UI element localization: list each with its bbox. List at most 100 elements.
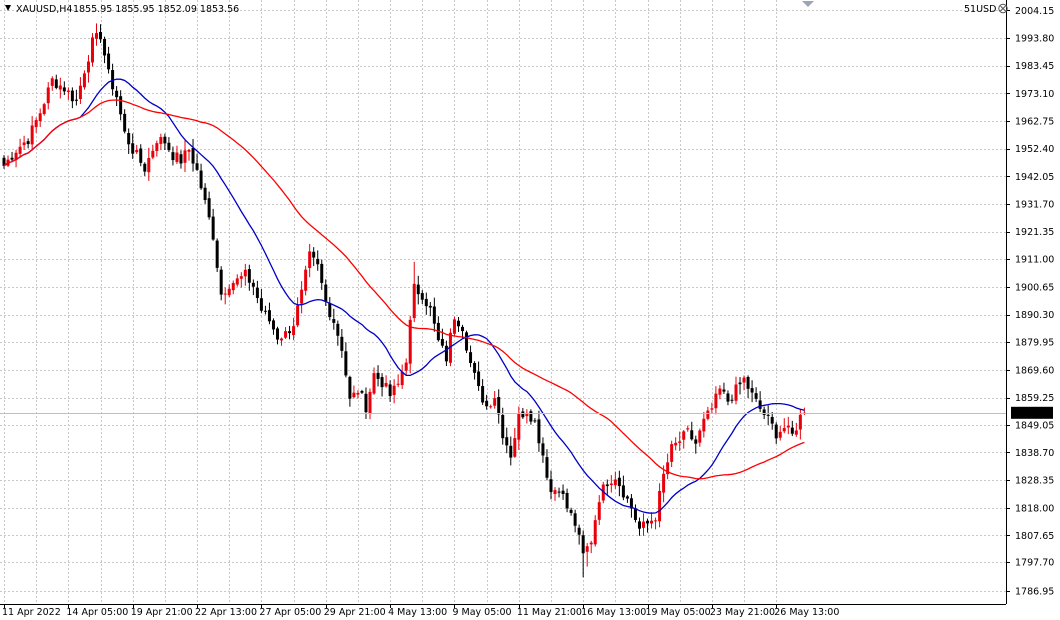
candle-body [14,152,18,161]
candle-body [392,385,396,396]
price-axis-label: 1931.70 [1015,199,1054,210]
candle-body [686,428,690,430]
candle-body [658,490,662,522]
candle-body [99,31,103,40]
candle-body [62,87,66,92]
price-axis-label: 1818.00 [1015,503,1054,514]
candle-body [493,398,497,406]
candle-body [501,414,505,439]
candle-body [766,414,770,416]
candle-body [54,79,58,88]
symbol-dropdown-icon[interactable] [5,5,11,11]
time-axis-label: 19 May 05:00 [646,607,711,618]
candle-body [10,157,14,160]
candle-body [666,462,670,475]
candle-body [203,187,207,201]
candle-body [376,372,380,379]
candle-body [332,319,336,323]
price-axis-label: 1962.75 [1015,116,1054,127]
time-axis-label: 9 May 05:00 [452,607,511,618]
candle-body [82,73,86,88]
candle-body [324,284,328,302]
candle-body [66,90,70,93]
price-axis-label: 1921.35 [1015,227,1054,238]
price-axis-label: 1797.70 [1015,558,1054,569]
candle-body [726,393,730,402]
candle-body [115,90,119,98]
candle-body [400,371,404,386]
chart-header: XAUUSD,H4 1855.95 1855.95 1852.09 1853.5… [5,4,239,15]
candle-body [396,383,400,385]
candle-body [497,397,501,415]
candle-body [698,430,702,443]
candle-body [678,441,682,443]
price-axis-label: 1993.80 [1015,33,1054,44]
candle-body [565,492,569,509]
candle-body [372,373,376,394]
candle-body [489,406,493,408]
candle-body [127,132,131,145]
time-axis-label: 26 May 13:00 [774,607,839,618]
candle-body [123,113,127,132]
candle-body [452,319,456,334]
candle-body [509,445,513,458]
time-axis: 11 Apr 2022 14 Apr 05:00 19 Apr 21:00 22 Ap… [2,604,839,618]
candle-body [505,437,509,446]
candle-body [384,382,388,387]
candle-body [573,513,577,526]
candle-body [694,439,698,444]
price-axis-label: 1900.65 [1015,282,1054,293]
candle-body [690,430,694,440]
candle-body [284,331,288,338]
time-axis-label: 27 Apr 05:00 [259,607,321,618]
candle-body [348,376,352,399]
moving-average-line [3,78,805,514]
candle-body [304,269,308,291]
candle-body [589,542,593,545]
time-axis-label: 29 Apr 21:00 [324,607,386,618]
candle-body [58,85,62,90]
candle-body [74,99,78,101]
candle-body [424,298,428,307]
candle-body [654,520,658,522]
candle-body [328,302,332,318]
time-axis-label: 14 Apr 05:00 [66,607,128,618]
watermark: 51USD [964,3,1008,15]
candle-body [119,96,123,115]
candle-body [42,104,46,114]
candle-body [312,251,316,258]
chart-shift-marker-icon[interactable] [802,1,814,7]
price-axis-label: 1942.05 [1015,172,1054,183]
candle-body [549,479,553,493]
candle-body [734,384,738,401]
candle-body [569,509,573,513]
candle-body [774,424,778,439]
price-tag: 1853.56 [1011,406,1053,419]
candle-body [247,269,251,283]
candle-body [275,328,279,340]
candle-body [259,298,263,311]
candle-body [179,154,183,164]
candle-body [537,419,541,444]
candle-body [280,338,284,341]
price-axis-label: 1879.95 [1015,338,1054,349]
candle-body [581,535,585,554]
candle-body [22,142,26,146]
candle-body [545,457,549,478]
price-axis-label: 1983.45 [1015,61,1054,72]
candle-body [706,410,710,419]
candle-body [674,442,678,446]
candle-body [103,38,107,56]
candle-body [477,371,481,387]
candle-body [444,345,448,362]
candle-body [633,508,637,520]
candle-body [485,400,489,407]
candle-body [730,399,734,401]
time-axis-label: 19 Apr 21:00 [131,607,193,618]
candle-body [597,502,601,520]
candle-body [794,430,798,435]
candle-body [255,287,259,299]
candle-body [758,400,762,409]
